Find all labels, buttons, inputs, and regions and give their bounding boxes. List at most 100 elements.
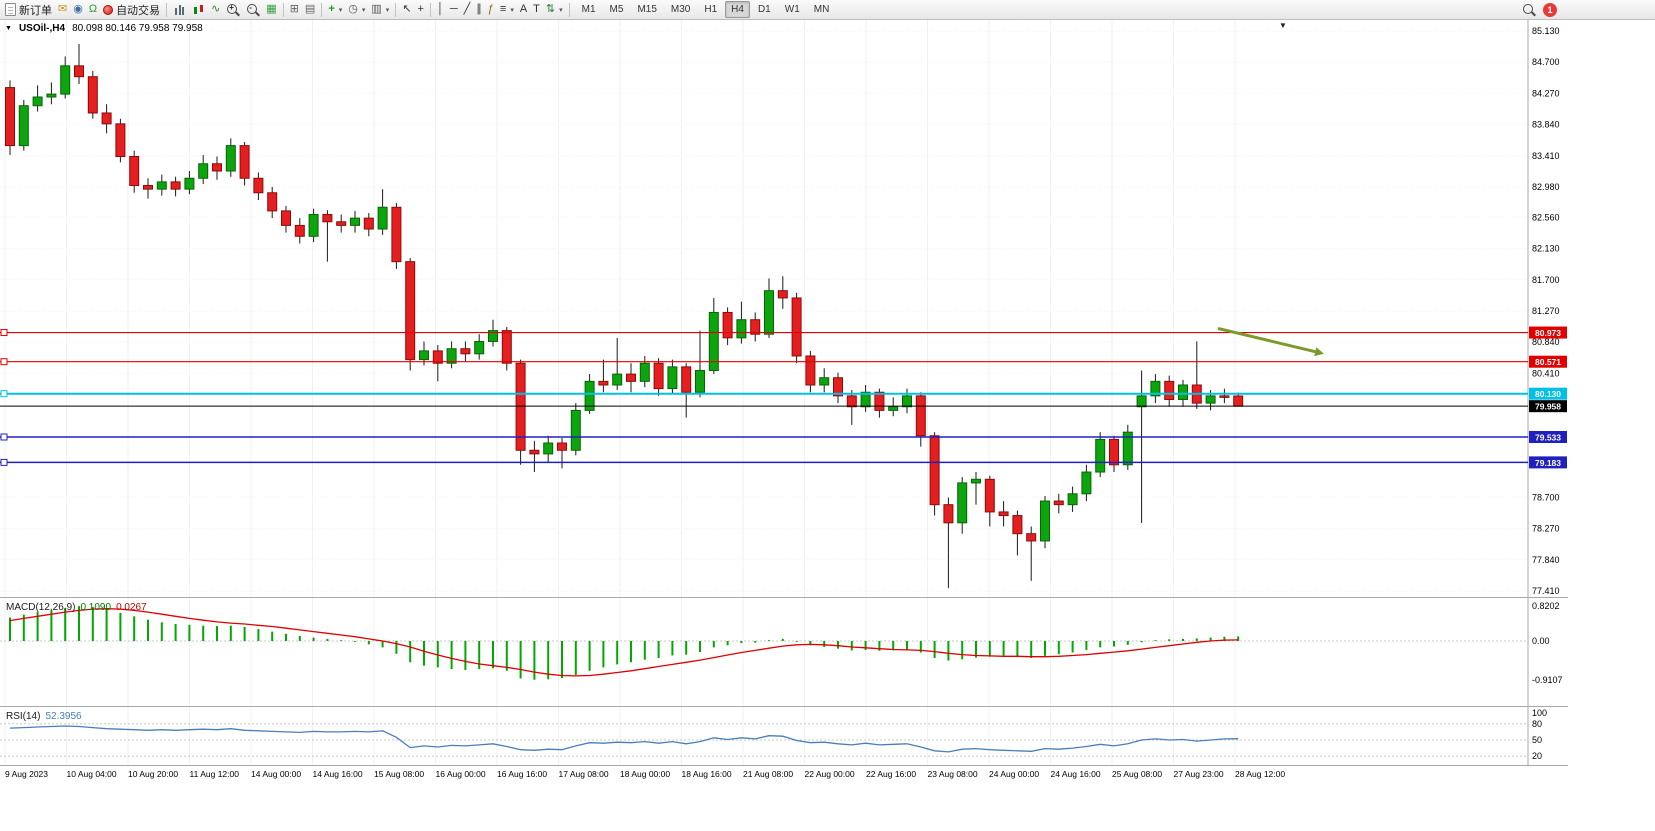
candle xyxy=(584,380,595,411)
timeframe-button-h1[interactable]: H1 xyxy=(704,4,718,15)
candle xyxy=(957,482,968,524)
macd-axis-label: 0.00 xyxy=(1532,636,1550,646)
candle xyxy=(432,350,443,364)
dropdown-caret-icon: ▾ xyxy=(338,6,343,14)
candle xyxy=(915,395,926,437)
time-axis-label: 16 Aug 16:00 xyxy=(497,769,547,779)
hline-anchor[interactable] xyxy=(0,329,8,337)
trend-arrow[interactable] xyxy=(1217,326,1316,354)
candle xyxy=(225,145,236,172)
template-menu-button-glyph: ▥ xyxy=(371,3,382,15)
timeframe-button-m30[interactable]: M30 xyxy=(670,4,691,15)
timeframe-button-m15[interactable]: M15 xyxy=(637,4,657,15)
chart-shift-icon[interactable]: ▤ xyxy=(302,1,318,19)
timeframe-button-w1[interactable]: W1 xyxy=(784,4,800,15)
time-axis-label: 14 Aug 00:00 xyxy=(251,769,301,779)
time-axis-label: 22 Aug 16:00 xyxy=(866,769,916,779)
candle xyxy=(18,105,29,147)
hline-anchor[interactable] xyxy=(0,433,8,441)
cursor-icon-glyph: ↖ xyxy=(402,3,412,15)
time-axis-label: 23 Aug 08:00 xyxy=(928,769,978,779)
candle xyxy=(860,391,871,408)
equidistant-channel-icon[interactable]: ∥ xyxy=(473,1,485,19)
price-axis-label: 82.560 xyxy=(1532,212,1560,222)
macd-signal-value: 0.0267 xyxy=(116,602,147,613)
template-menu-button[interactable]: ▥ ▾ xyxy=(368,1,392,19)
zoom-out-icon[interactable]: - xyxy=(243,1,263,19)
hline-anchor[interactable] xyxy=(0,458,8,466)
candle xyxy=(1219,395,1230,398)
rsi-name: RSI(14) xyxy=(6,711,41,722)
tile-windows-icon[interactable]: ▦ xyxy=(263,1,279,19)
candle xyxy=(1233,395,1244,407)
hline-anchor[interactable] xyxy=(0,390,8,398)
macd-name: MACD(12,26,9) xyxy=(6,602,76,613)
candle xyxy=(101,112,112,125)
candle xyxy=(60,65,71,95)
cursor-icon[interactable]: ↖ xyxy=(399,1,414,19)
sheet-icon xyxy=(5,3,16,16)
candle xyxy=(1095,438,1106,473)
price-axis-label: 83.840 xyxy=(1532,120,1560,130)
toolbar-separator xyxy=(282,2,284,17)
text-box-icon[interactable]: T xyxy=(530,1,543,19)
bar-chart-icon[interactable] xyxy=(170,1,189,19)
candle xyxy=(653,362,664,390)
candle xyxy=(1081,471,1092,495)
candle xyxy=(1178,384,1188,400)
period-menu-button-glyph: ◷ xyxy=(348,3,358,15)
candle xyxy=(1012,515,1023,535)
timeframe-button-h4[interactable]: H4 xyxy=(725,1,750,18)
rsi-axis-label: 20 xyxy=(1532,751,1542,761)
autotrading-button[interactable]: 自动交易 xyxy=(100,1,163,19)
candle xyxy=(1150,380,1161,397)
candle xyxy=(1164,380,1175,400)
candle xyxy=(1067,493,1078,506)
headset-icon[interactable]: Ω xyxy=(86,1,100,19)
timeframe-button-m1[interactable]: M1 xyxy=(581,4,596,15)
timeframe-button-mn[interactable]: MN xyxy=(813,4,830,15)
svg-text:80.571: 80.571 xyxy=(1535,357,1561,367)
toolbar-separator xyxy=(568,2,570,17)
timeframe-button-d1[interactable]: D1 xyxy=(757,4,771,15)
candle xyxy=(1122,431,1133,466)
new-order-button[interactable]: 新订单 xyxy=(2,1,55,19)
text-label-icon[interactable]: A xyxy=(517,1,530,19)
arrows-icon[interactable]: ⇅ ▾ xyxy=(543,1,566,19)
vertical-line-icon[interactable]: │ xyxy=(434,1,447,19)
candle xyxy=(488,330,498,342)
horizontal-line-icon[interactable]: ─ xyxy=(447,1,461,19)
play-red-icon xyxy=(103,4,114,15)
cascade-windows-icon[interactable]: ⊞ xyxy=(287,1,302,19)
crosshair-icon[interactable]: + xyxy=(415,1,427,19)
search-icon[interactable] xyxy=(1519,1,1539,19)
user-profile-icon[interactable]: ◉ xyxy=(70,1,86,19)
candlestick-chart-icon[interactable] xyxy=(189,1,208,19)
period-menu-button[interactable]: ◷ ▾ xyxy=(345,1,368,19)
time-axis-label: 15 Aug 08:00 xyxy=(374,769,424,779)
time-axis-label: 28 Aug 12:00 xyxy=(1235,769,1285,779)
candle xyxy=(543,442,554,455)
candle xyxy=(87,76,98,114)
candle xyxy=(805,355,816,386)
envelope-icon[interactable]: ✉ xyxy=(55,1,70,19)
cascade-windows-icon-glyph: ⊞ xyxy=(289,3,299,15)
timeframe-button-m5[interactable]: M5 xyxy=(609,4,624,15)
notification-badge[interactable]: 1 xyxy=(1543,2,1557,17)
shapes-icon[interactable]: ≡ ▾ xyxy=(497,1,517,19)
trendline-icon[interactable]: ╱ xyxy=(461,1,474,19)
zoom-in-icon[interactable]: + xyxy=(223,1,243,19)
hline-anchor[interactable] xyxy=(0,358,8,366)
candle xyxy=(791,297,802,357)
candle xyxy=(253,177,264,194)
chart-shift-marker[interactable]: ▼ xyxy=(1279,21,1287,30)
dropdown-caret-icon: ▾ xyxy=(510,6,514,14)
fibonacci-icon[interactable]: ƒ xyxy=(485,1,497,19)
add-indicator-button[interactable]: + ▾ xyxy=(325,1,345,19)
trendline-icon-glyph: ╱ xyxy=(463,3,471,15)
candle xyxy=(902,395,912,408)
zoom-in-icon-shape: + xyxy=(226,3,240,17)
bar-chart-icon-shape xyxy=(173,3,187,16)
line-chart-icon[interactable]: ∿ xyxy=(208,1,223,19)
